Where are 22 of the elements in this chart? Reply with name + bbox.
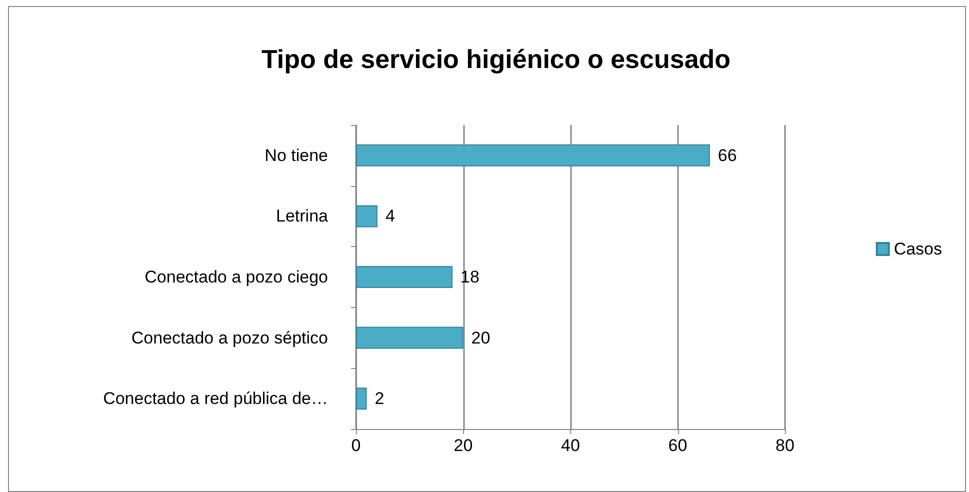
x-tick-label: 80 (776, 436, 794, 455)
data-label: 2 (374, 389, 384, 408)
bar (356, 205, 378, 228)
y-tick-label: Conectado a pozo ciego (144, 268, 328, 286)
x-tick-label: 0 (351, 436, 361, 455)
bar (356, 326, 464, 349)
x-tick-label: 40 (561, 436, 580, 455)
x-tick-label: 60 (668, 436, 688, 455)
bar (356, 144, 710, 166)
chart-title: Tipo de servicio higiénico o escusado (261, 44, 731, 74)
y-tick-label: Letrina (276, 206, 329, 226)
bar (356, 388, 367, 410)
x-tick-label: 20 (454, 436, 473, 455)
y-tick-label: No tiene (264, 146, 328, 165)
bar (356, 266, 453, 288)
data-label: 20 (471, 328, 490, 348)
y-tick-label: Conectado a red pública de… (103, 389, 328, 408)
y-tick-label: Conectado a pozo séptico (131, 328, 328, 348)
data-label: 66 (718, 146, 737, 165)
data-label: 18 (460, 268, 480, 286)
data-label: 4 (385, 206, 395, 226)
legend-label: Casos (894, 240, 942, 258)
